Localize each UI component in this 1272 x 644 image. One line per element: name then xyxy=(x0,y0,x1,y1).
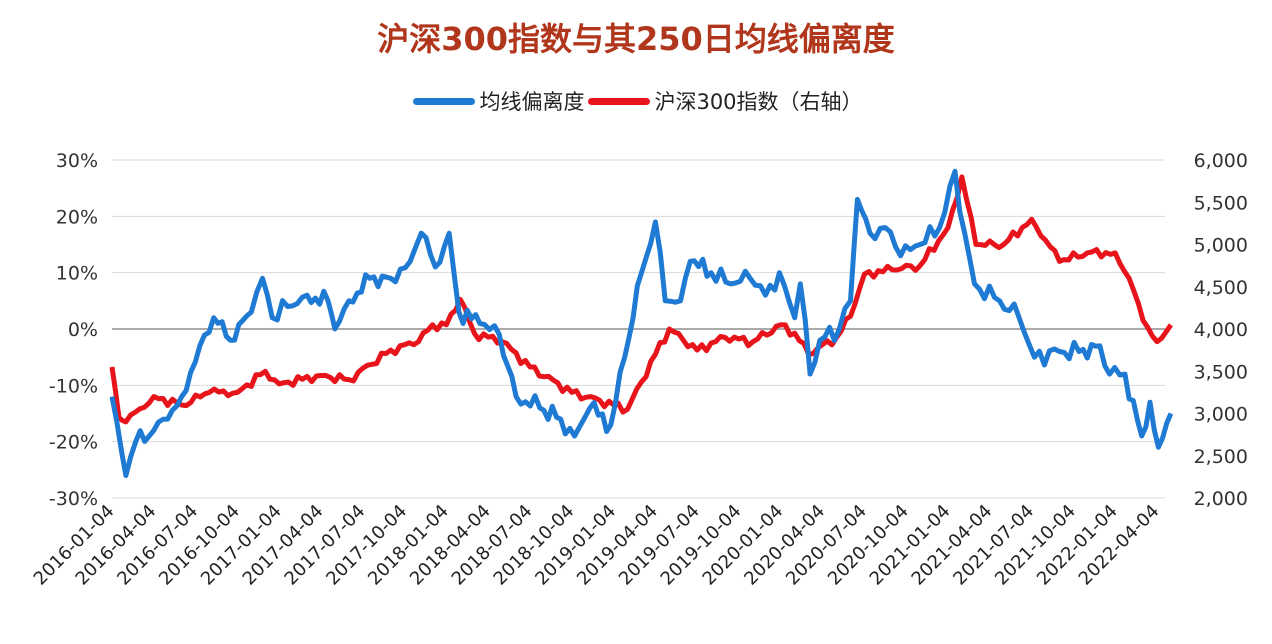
legend-label-index: 沪深300指数（右轴） xyxy=(654,90,863,114)
y-right-tick-label: 4,000 xyxy=(1194,319,1248,341)
y-right-tick-label: 2,500 xyxy=(1194,446,1248,468)
y-left-tick-label: -30% xyxy=(49,488,98,510)
y-left-tick-label: -20% xyxy=(49,432,98,454)
legend-swatch-index xyxy=(588,97,651,105)
y-right-tick-label: 6,000 xyxy=(1194,150,1248,172)
y-right-tick-label: 3,000 xyxy=(1194,404,1248,426)
y-right-tick-label: 5,000 xyxy=(1194,235,1248,257)
series-line-index xyxy=(109,174,1173,425)
legend-label-deviation: 均线偏离度 xyxy=(479,90,585,114)
y-left-tick-label: 0% xyxy=(68,319,98,341)
legend: 均线偏离度 沪深300指数（右轴） xyxy=(0,86,1272,116)
chart-title: 沪深300指数与其250日均线偏离度 xyxy=(377,20,895,58)
y-left-tick-label: 20% xyxy=(56,206,98,228)
y-left-tick-label: -10% xyxy=(49,375,98,397)
y-right-tick-label: 4,500 xyxy=(1194,277,1248,299)
y-left-tick-label: 10% xyxy=(56,263,98,285)
legend-swatch-deviation xyxy=(413,97,476,105)
y-left-tick-label: 30% xyxy=(56,150,98,172)
y-right-tick-label: 3,500 xyxy=(1194,361,1248,383)
y-right-tick-label: 5,500 xyxy=(1194,192,1248,214)
y-right-tick-label: 2,000 xyxy=(1194,488,1248,510)
series-line-deviation xyxy=(109,168,1174,478)
